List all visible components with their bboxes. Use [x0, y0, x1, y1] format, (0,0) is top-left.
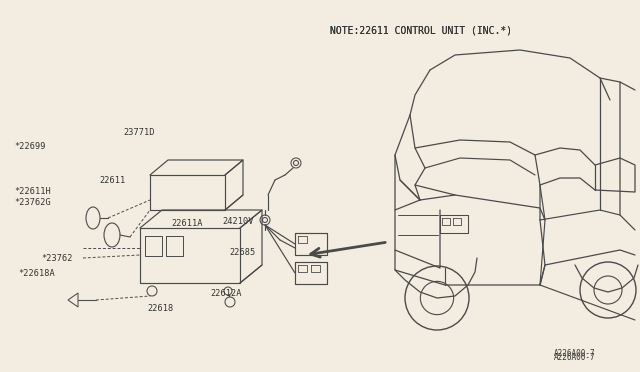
- Text: *22611H: *22611H: [14, 187, 51, 196]
- Text: *23762: *23762: [42, 254, 73, 263]
- Text: 22612A: 22612A: [210, 289, 241, 298]
- Text: 23771D: 23771D: [123, 128, 154, 137]
- Text: A226A00-7: A226A00-7: [554, 349, 595, 358]
- Text: 22618: 22618: [147, 304, 173, 313]
- Text: A226A00-7: A226A00-7: [554, 353, 595, 362]
- Text: 24210V: 24210V: [223, 217, 254, 226]
- Text: *23762G: *23762G: [14, 198, 51, 207]
- Text: 22685: 22685: [229, 248, 255, 257]
- Text: NOTE:22611 CONTROL UNIT (INC.*): NOTE:22611 CONTROL UNIT (INC.*): [330, 25, 512, 35]
- Text: *22618A: *22618A: [18, 269, 54, 278]
- Text: *22699: *22699: [14, 142, 45, 151]
- Text: NOTE:22611 CONTROL UNIT (INC.*): NOTE:22611 CONTROL UNIT (INC.*): [330, 25, 512, 35]
- Text: 22611A: 22611A: [172, 219, 203, 228]
- Text: 22611: 22611: [99, 176, 125, 185]
